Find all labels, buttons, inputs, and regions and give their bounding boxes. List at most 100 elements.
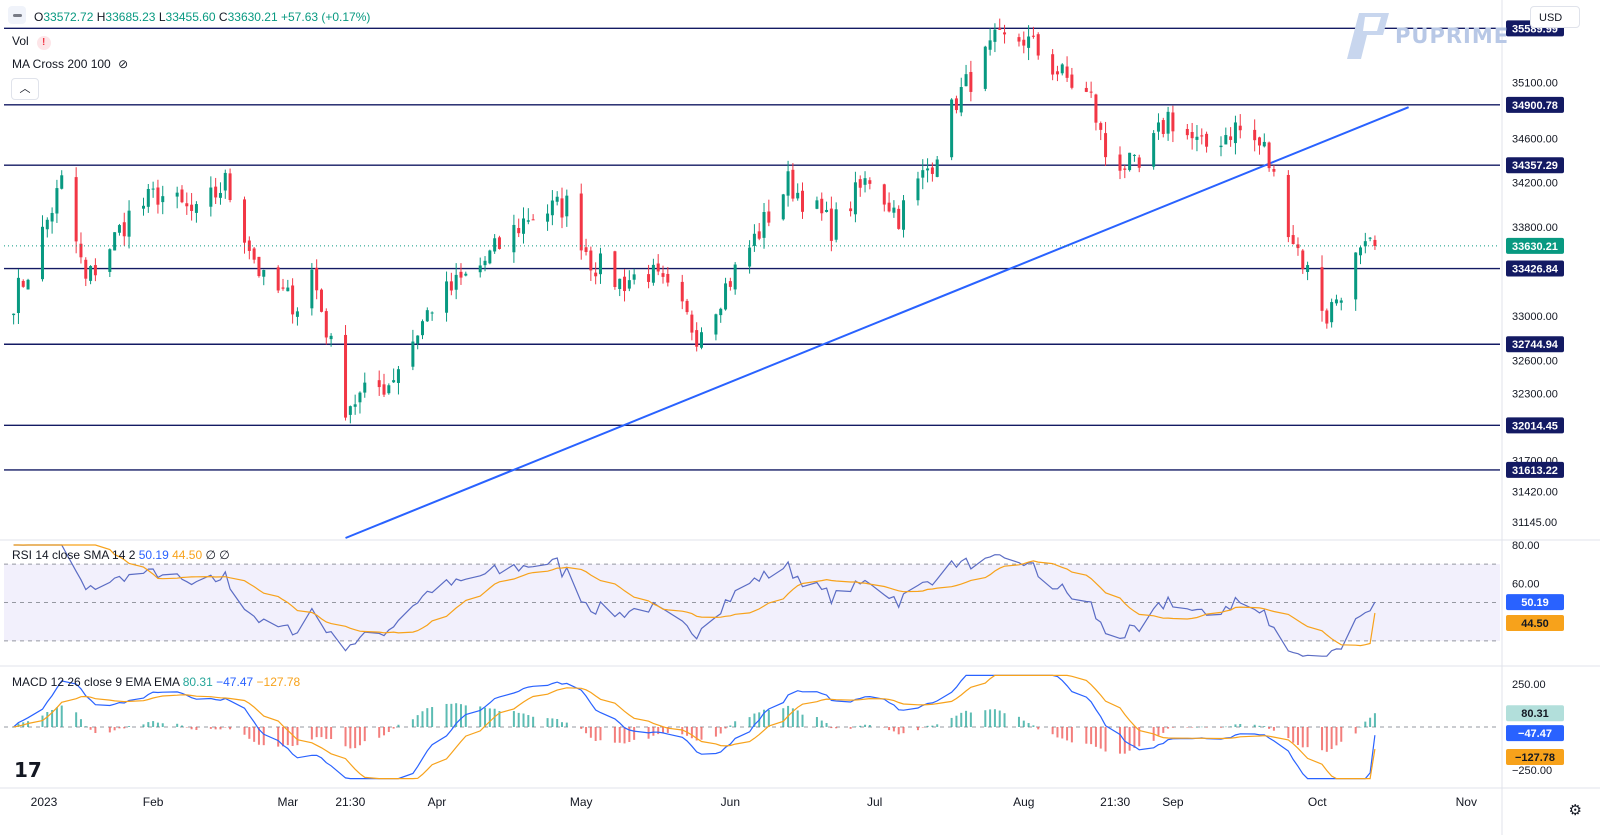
macd-histogram-bar bbox=[969, 712, 972, 727]
macd-histogram-bar bbox=[180, 725, 183, 727]
candle-body bbox=[1185, 128, 1189, 136]
macd-histogram-bar bbox=[1258, 725, 1261, 727]
logo-text: PUPRIME bbox=[1395, 24, 1510, 48]
candle-body bbox=[21, 280, 25, 287]
volume-legend[interactable]: Vol! bbox=[12, 34, 51, 50]
candle-body bbox=[998, 28, 1002, 30]
time-axis-label: 21:30 bbox=[1100, 795, 1130, 809]
candle-body bbox=[902, 200, 906, 230]
candle-body bbox=[392, 380, 396, 383]
candle-body bbox=[84, 259, 88, 279]
time-axis-label: Nov bbox=[1456, 795, 1477, 809]
candle-body bbox=[1161, 120, 1165, 134]
candle-body bbox=[565, 195, 569, 217]
macd-signal-label: −127.78 bbox=[1515, 752, 1555, 764]
macd-histogram-bar bbox=[1292, 727, 1295, 743]
close-label: C bbox=[218, 10, 228, 24]
candle-body bbox=[1296, 244, 1300, 249]
macd-histogram-bar bbox=[965, 710, 968, 727]
change-value: +57.63 (+0.17%) bbox=[281, 10, 371, 24]
gear-icon[interactable]: ⚙ bbox=[1568, 802, 1582, 819]
macd-histogram-bar bbox=[916, 727, 919, 731]
macd-histogram-bar bbox=[998, 710, 1001, 727]
last-price-label-bg bbox=[1506, 237, 1564, 254]
rsi-sma-line bbox=[13, 544, 1376, 647]
candle-body bbox=[276, 267, 280, 291]
time-axis-label: Apr bbox=[428, 795, 447, 809]
chevron-up-icon[interactable]: ︿ bbox=[11, 78, 39, 100]
candle-body bbox=[358, 392, 362, 403]
macd-histogram-bar bbox=[1301, 727, 1304, 748]
collapse-legend-button[interactable] bbox=[8, 6, 26, 24]
eye-hidden-icon[interactable]: ⊘ bbox=[118, 57, 129, 71]
candle-body bbox=[324, 311, 328, 338]
close-value: 33630.21 bbox=[227, 10, 278, 24]
time-axis-label: Feb bbox=[143, 795, 164, 809]
candle-body bbox=[1373, 239, 1377, 246]
time-axis-label: May bbox=[570, 795, 593, 809]
macd-histogram-bar bbox=[883, 727, 886, 728]
price-tick-label: 32300.00 bbox=[1512, 389, 1558, 401]
macd-histogram-bar bbox=[585, 727, 588, 734]
warning-icon[interactable]: ! bbox=[36, 36, 51, 50]
candle-body bbox=[363, 382, 367, 393]
level-price-label-bg bbox=[1506, 336, 1564, 353]
macd-histogram-bar bbox=[243, 727, 246, 735]
candle-body bbox=[396, 369, 400, 383]
macd-histogram-bar bbox=[763, 709, 766, 727]
candle-body bbox=[483, 260, 487, 266]
candle-body bbox=[531, 219, 535, 221]
macd-histogram-bar bbox=[291, 727, 294, 746]
price-tick-label: 31145.00 bbox=[1512, 517, 1557, 529]
macd-histogram-bar bbox=[190, 727, 193, 730]
macd-histogram-bar bbox=[1306, 727, 1309, 748]
macd-histogram-bar bbox=[888, 727, 891, 731]
candle-body bbox=[748, 247, 752, 267]
macd-histogram-bar bbox=[815, 717, 818, 727]
candle-body bbox=[1363, 241, 1367, 247]
macd-histogram-bar bbox=[431, 707, 434, 727]
macd-histogram-bar bbox=[248, 727, 251, 739]
macd-histogram-bar bbox=[1263, 726, 1266, 727]
macd-histogram-bar bbox=[662, 727, 665, 734]
macd-histogram-bar bbox=[1157, 727, 1160, 736]
ma-cross-legend[interactable]: MA Cross 200 100 ⊘ bbox=[12, 57, 128, 71]
candle-body bbox=[656, 263, 660, 272]
macd-histogram-bar bbox=[89, 727, 92, 730]
candle-body bbox=[1084, 87, 1088, 92]
macd-histogram-bar bbox=[801, 714, 804, 727]
macd-histogram-bar bbox=[41, 715, 44, 727]
candle-body bbox=[579, 193, 583, 251]
rsi-tick-label: 80.00 bbox=[1512, 540, 1540, 552]
candle-body bbox=[680, 281, 684, 302]
candle-body bbox=[1128, 152, 1132, 171]
macd-histogram-bar bbox=[1340, 727, 1343, 742]
tradingview-logo-icon: 17 bbox=[14, 758, 42, 782]
macd-histogram-bar bbox=[897, 727, 900, 735]
candle-body bbox=[464, 273, 468, 276]
time-axis-label: Mar bbox=[277, 795, 298, 809]
macd-histogram-bar bbox=[484, 707, 487, 727]
open-label: O bbox=[34, 10, 44, 24]
level-price-label-bg bbox=[1506, 461, 1564, 478]
macd-histogram-bar bbox=[286, 727, 289, 746]
macd-histogram-bar bbox=[1191, 727, 1194, 728]
candle-body bbox=[983, 46, 987, 89]
macd-histogram-bar bbox=[113, 727, 116, 731]
candle-body bbox=[348, 406, 352, 415]
macd-histogram-bar bbox=[714, 727, 717, 737]
candle-body bbox=[796, 192, 800, 199]
candle-body bbox=[853, 182, 857, 215]
level-price-label: 31613.22 bbox=[1512, 465, 1558, 477]
macd-line-value: −47.47 bbox=[216, 675, 254, 689]
candle-body bbox=[60, 175, 64, 189]
macd-histogram-bar bbox=[320, 727, 323, 738]
candle-body bbox=[522, 218, 526, 234]
currency-selector[interactable]: USD bbox=[1530, 6, 1580, 28]
candle-body bbox=[1089, 91, 1093, 93]
macd-histogram-bar bbox=[1027, 723, 1030, 727]
candle-body bbox=[377, 380, 381, 388]
candle-body bbox=[546, 213, 550, 222]
